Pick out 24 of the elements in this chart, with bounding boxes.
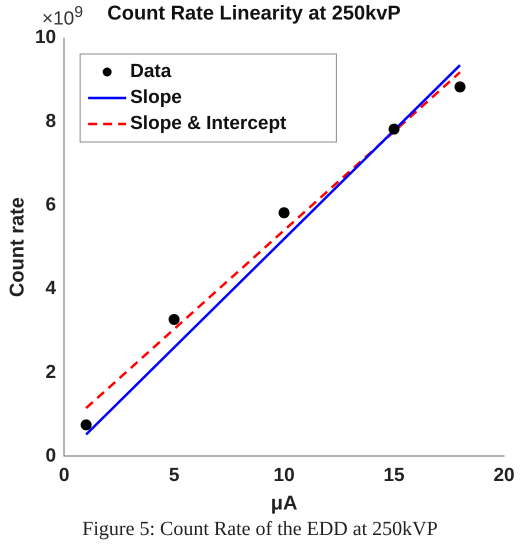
y-tick-label: 6	[46, 194, 56, 216]
y-tick-label: 8	[46, 110, 56, 132]
caption: Figure 5: Count Rate of the EDD at 250kVP	[81, 518, 439, 541]
point	[168, 314, 180, 325]
y-tick-label: 10	[34, 27, 56, 48]
point	[388, 124, 400, 135]
x-tick-label: 15	[383, 464, 406, 486]
x-tick-label: 0	[58, 464, 70, 486]
x-tick-label: 20	[493, 464, 515, 486]
y-tick-label: 4	[46, 278, 57, 300]
point	[454, 81, 466, 92]
text: ×10$^{9}$	[42, 4, 84, 30]
point	[80, 419, 92, 430]
y-tick-label: 2	[46, 362, 56, 383]
chart-title: Count Rate Linearity at 250kvP	[107, 2, 401, 25]
y-tick-label: 0	[46, 445, 56, 466]
legend-label: Slope	[130, 87, 182, 108]
y-axis-title: Count rate	[6, 197, 29, 298]
legend-label: Data	[130, 61, 172, 82]
point	[278, 207, 290, 218]
x-tick-label: 10	[273, 464, 295, 486]
x-tick-label: 5	[168, 464, 180, 486]
x-axis-title: μA	[270, 492, 298, 515]
legend-label: Slope & Intercept	[130, 113, 288, 134]
